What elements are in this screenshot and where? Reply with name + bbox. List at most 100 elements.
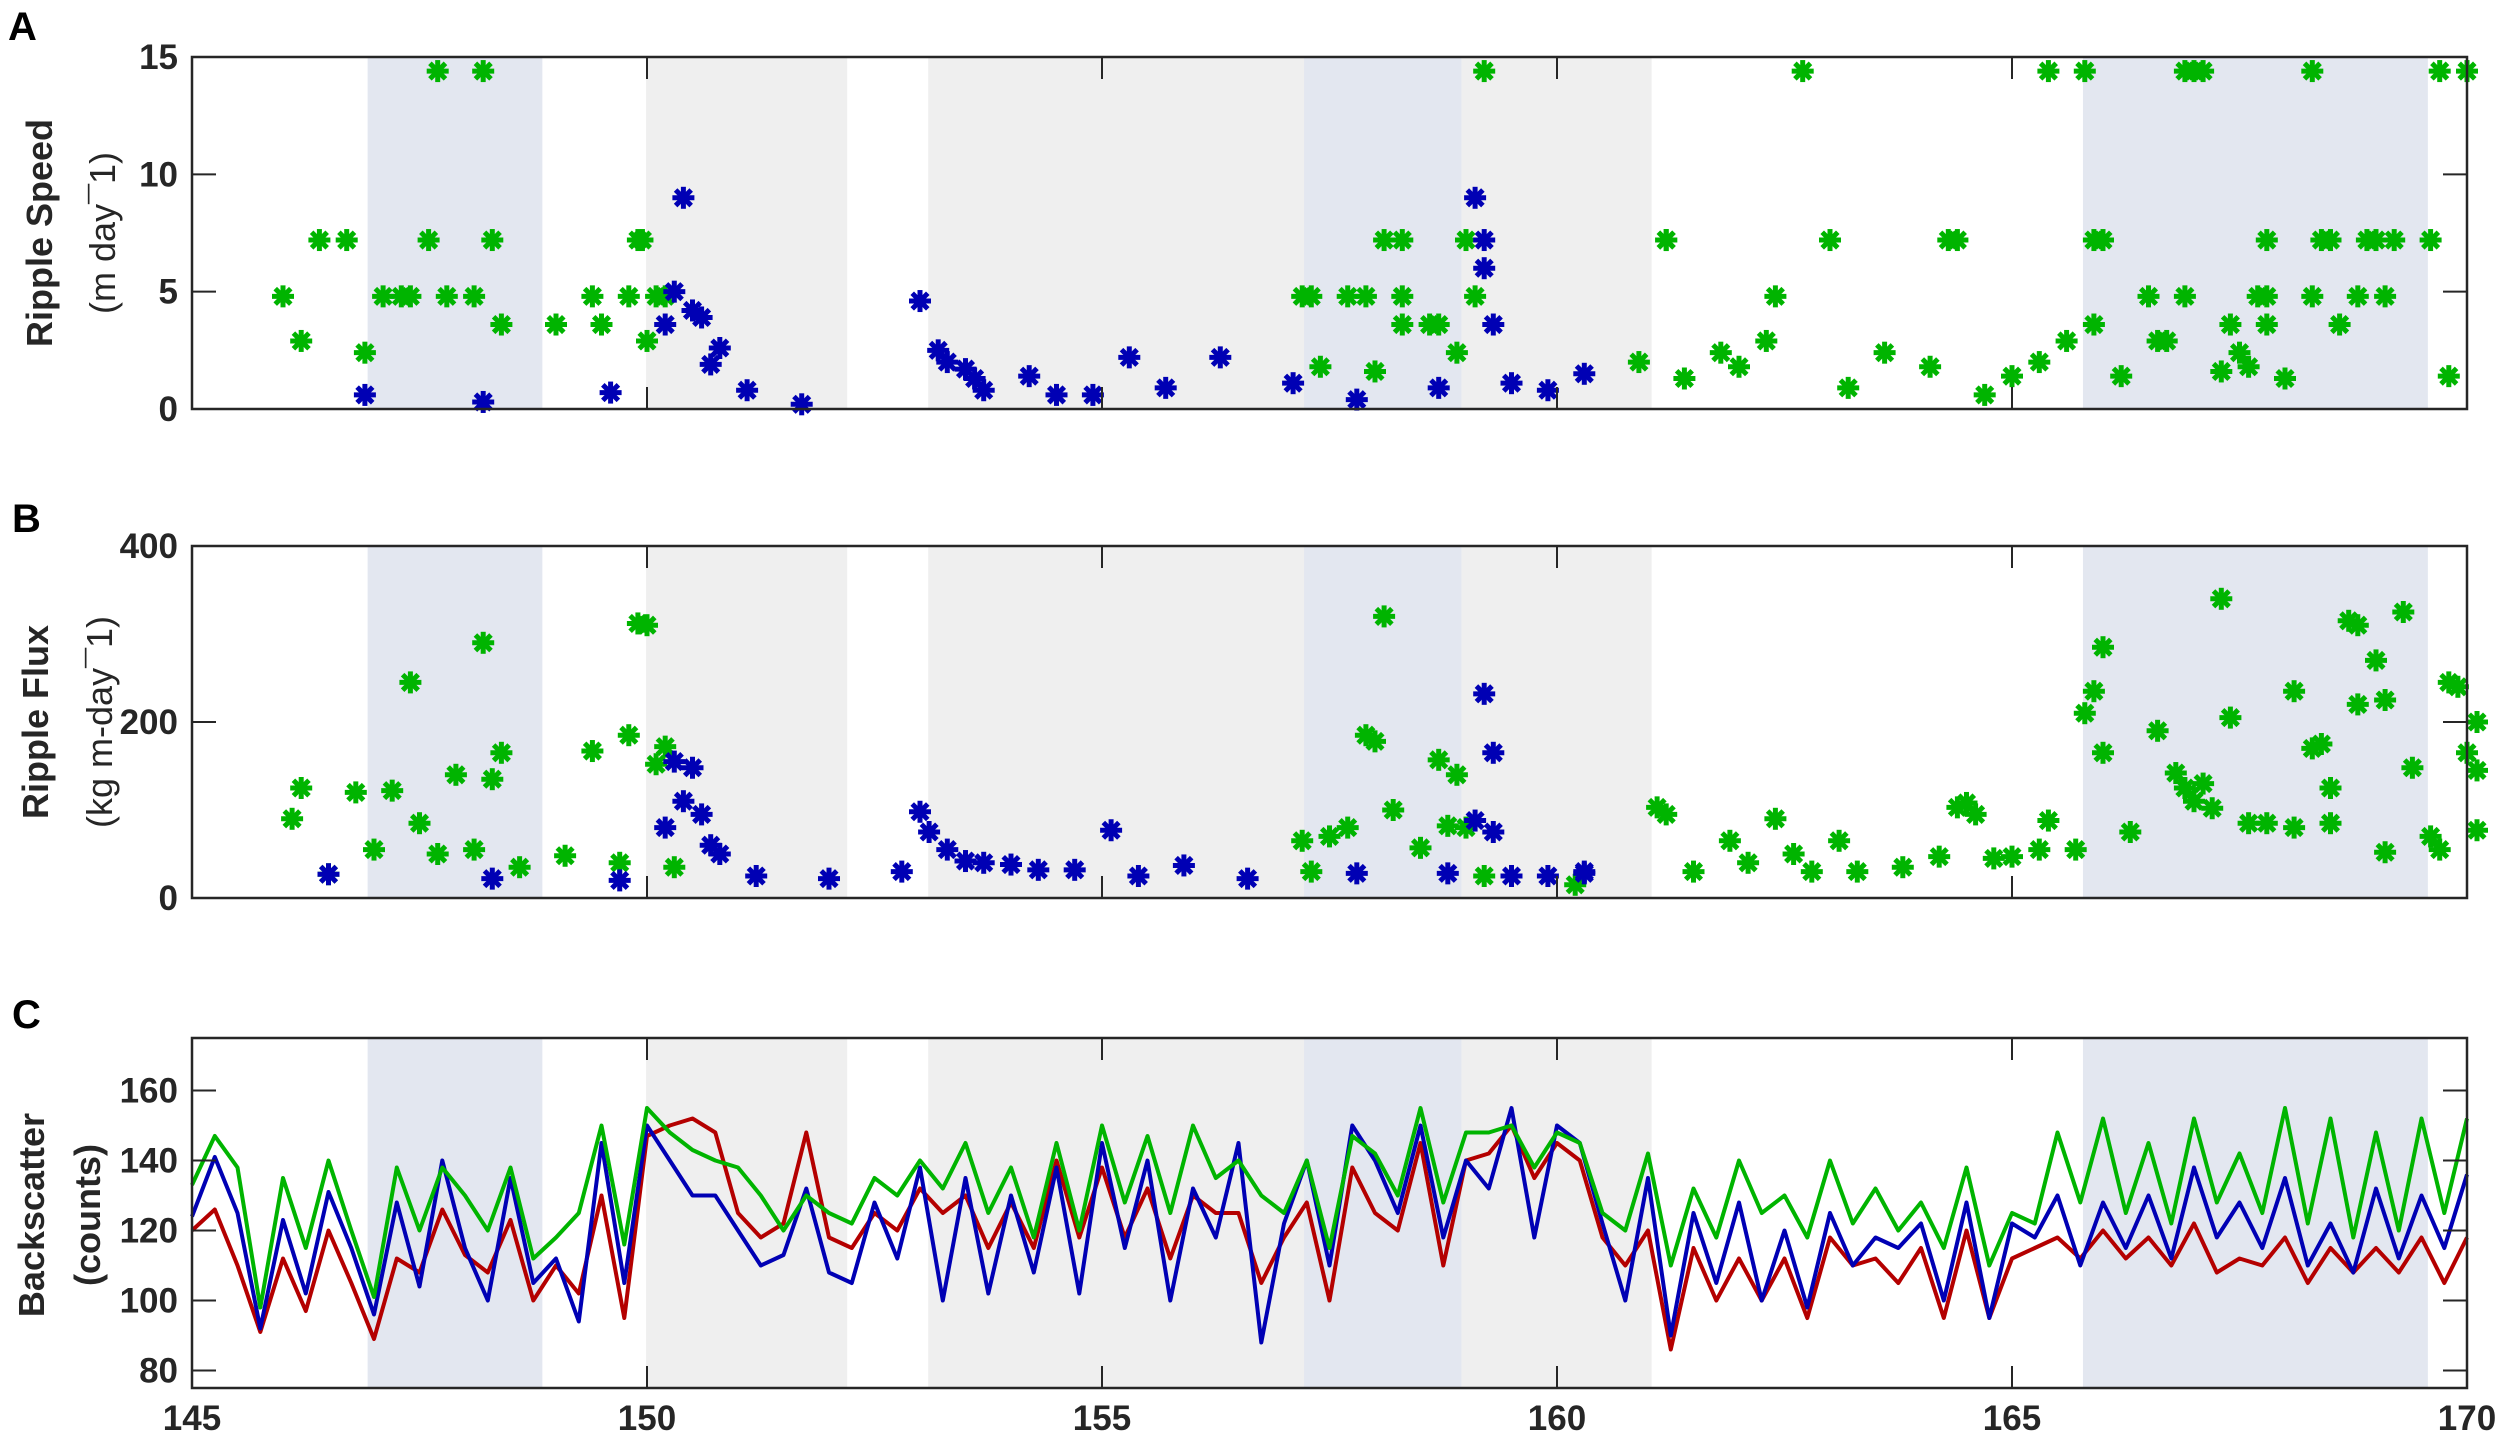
asterisk-marker bbox=[1209, 346, 1232, 369]
asterisk-marker bbox=[2092, 229, 2114, 252]
asterisk-marker bbox=[2466, 819, 2488, 842]
asterisk-marker bbox=[2146, 719, 2169, 742]
asterisk-marker bbox=[936, 351, 959, 374]
asterisk-marker bbox=[2037, 809, 2060, 832]
asterisk-marker bbox=[1081, 383, 1104, 406]
asterisk-marker bbox=[690, 306, 713, 329]
asterisk-marker bbox=[581, 740, 604, 763]
asterisk-marker bbox=[1473, 682, 1496, 705]
x-tick-label: 165 bbox=[1983, 1399, 2041, 1438]
asterisk-marker bbox=[1364, 360, 1386, 383]
asterisk-marker bbox=[1791, 60, 1814, 83]
asterisk-marker bbox=[508, 856, 531, 879]
shaded-band bbox=[1461, 1038, 1652, 1388]
asterisk-marker bbox=[2255, 812, 2278, 835]
panel-b-ylabel-line2: (kg m-day¯1) bbox=[79, 616, 120, 828]
panel-c-lines bbox=[190, 1106, 2469, 1352]
asterisk-marker bbox=[1427, 313, 1450, 336]
asterisk-marker bbox=[1427, 376, 1450, 399]
x-tick-label: 155 bbox=[1073, 1399, 1131, 1438]
asterisk-marker bbox=[463, 838, 486, 861]
asterisk-marker bbox=[2173, 777, 2196, 799]
asterisk-marker bbox=[399, 671, 422, 694]
asterisk-marker bbox=[2374, 689, 2397, 711]
y-tick-label: 160 bbox=[120, 1072, 178, 1111]
asterisk-marker bbox=[2274, 367, 2296, 390]
y-tick-label: 10 bbox=[139, 155, 178, 194]
asterisk-marker bbox=[1737, 851, 1760, 874]
asterisk-marker bbox=[2310, 733, 2333, 755]
asterisk-marker bbox=[636, 329, 658, 352]
asterisk-marker bbox=[1354, 285, 1377, 308]
y-tick-label: 100 bbox=[120, 1282, 178, 1321]
asterisk-marker bbox=[481, 768, 504, 791]
asterisk-marker bbox=[636, 614, 658, 637]
asterisk-marker bbox=[663, 750, 686, 773]
asterisk-marker bbox=[2319, 812, 2342, 835]
asterisk-marker bbox=[2028, 351, 2051, 374]
asterisk-marker bbox=[745, 865, 768, 887]
asterisk-marker bbox=[472, 631, 495, 654]
asterisk-marker bbox=[381, 779, 404, 802]
asterisk-marker bbox=[281, 807, 304, 830]
asterisk-marker bbox=[818, 867, 840, 890]
asterisk-marker bbox=[1172, 854, 1195, 877]
asterisk-marker bbox=[426, 60, 449, 83]
asterisk-marker bbox=[1573, 860, 1596, 883]
asterisk-marker bbox=[1282, 372, 1305, 395]
x-tick-label: 160 bbox=[1528, 1399, 1586, 1438]
panel-c-letter: C bbox=[12, 993, 41, 1037]
asterisk-marker bbox=[2237, 355, 2260, 378]
asterisk-marker bbox=[1345, 862, 1368, 885]
asterisk-marker bbox=[1318, 825, 1341, 848]
shaded-band bbox=[367, 546, 543, 898]
asterisk-marker bbox=[308, 229, 331, 252]
shaded-band bbox=[646, 57, 848, 409]
asterisk-marker bbox=[590, 313, 613, 336]
asterisk-marker bbox=[1364, 730, 1386, 753]
asterisk-marker bbox=[1382, 799, 1405, 821]
asterisk-marker bbox=[2110, 365, 2133, 388]
asterisk-marker bbox=[1564, 873, 1587, 896]
panel-c-ylabel-line2: (counts) bbox=[67, 1144, 108, 1286]
asterisk-marker bbox=[490, 741, 513, 764]
backscatter-line-blue bbox=[190, 1106, 2469, 1345]
asterisk-marker bbox=[2055, 329, 2078, 352]
asterisk-marker bbox=[672, 790, 695, 813]
asterisk-marker bbox=[1464, 809, 1487, 832]
asterisk-marker bbox=[481, 867, 504, 890]
asterisk-marker bbox=[1682, 860, 1705, 883]
asterisk-marker bbox=[1409, 836, 1432, 859]
asterisk-marker bbox=[2346, 614, 2369, 637]
asterisk-marker bbox=[1800, 860, 1823, 883]
asterisk-marker bbox=[1819, 229, 1841, 252]
asterisk-marker bbox=[1655, 229, 1678, 252]
asterisk-marker bbox=[490, 313, 513, 336]
asterisk-marker bbox=[2466, 711, 2488, 733]
asterisk-marker bbox=[2037, 60, 2060, 83]
asterisk-marker bbox=[681, 756, 704, 779]
asterisk-marker bbox=[2301, 285, 2324, 308]
asterisk-marker bbox=[972, 851, 995, 874]
asterisk-marker bbox=[1473, 257, 1496, 280]
backscatter-line-green bbox=[190, 1106, 2469, 1310]
panel-b-bands bbox=[367, 546, 2428, 898]
asterisk-marker bbox=[909, 800, 931, 823]
shaded-band bbox=[367, 57, 543, 409]
asterisk-marker bbox=[2192, 772, 2215, 795]
asterisk-marker bbox=[1973, 383, 1996, 406]
y-tick-label: 5 bbox=[159, 273, 178, 312]
panel-a-letter: A bbox=[8, 5, 37, 49]
asterisk-marker bbox=[1336, 816, 1359, 839]
asterisk-marker bbox=[2001, 365, 2023, 388]
asterisk-marker bbox=[272, 285, 294, 308]
asterisk-marker bbox=[554, 844, 577, 867]
asterisk-marker bbox=[1500, 372, 1523, 395]
asterisk-marker bbox=[1482, 741, 1505, 764]
asterisk-marker bbox=[2210, 587, 2233, 610]
asterisk-marker bbox=[1118, 346, 1141, 369]
panel-b-letter: B bbox=[12, 497, 41, 541]
asterisk-marker bbox=[2028, 838, 2051, 861]
panel-c: 80 100 120 140 160 C Backscatter (counts) bbox=[11, 993, 2469, 1391]
